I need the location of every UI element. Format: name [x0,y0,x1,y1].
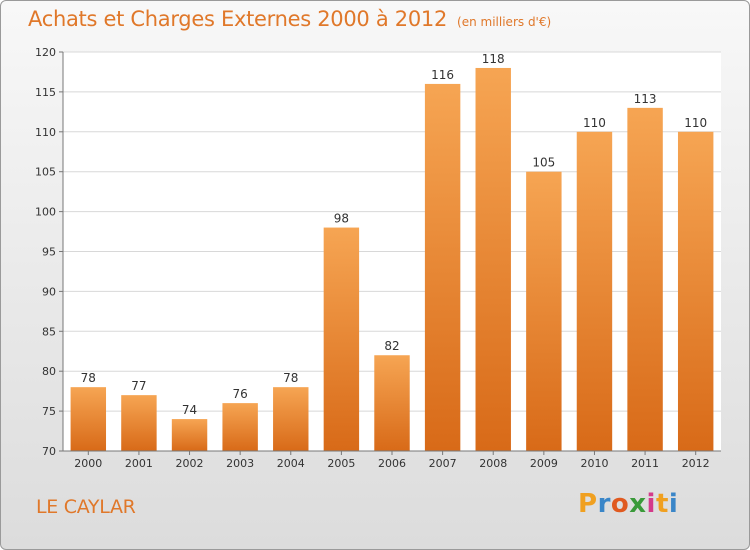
chart-title: Achats et Charges Externes 2000 à 2012 (e… [28,7,551,31]
y-tick-label: 95 [42,246,56,259]
data-label: 76 [233,387,248,401]
data-label: 98 [334,212,349,226]
chart-subtitle: (en milliers d'€) [457,15,552,29]
bar [475,67,511,452]
y-tick-label: 110 [35,126,56,139]
logo-letter: o [610,489,630,519]
y-tick-label: 120 [35,46,56,59]
place-name: LE CAYLAR [36,496,136,518]
data-label: 78 [81,371,96,385]
logo-letter: i [668,489,679,519]
x-tick-label: 2006 [378,457,406,470]
x-tick-label: 2000 [74,457,102,470]
x-tick-label: 2010 [580,457,608,470]
logo-letter: t [655,489,669,519]
bar [171,419,208,451]
y-tick-label: 90 [42,285,56,298]
proxiti-logo: Proxiti [578,489,678,519]
y-tick-label: 85 [42,325,56,338]
y-tick-label: 70 [42,445,56,458]
bar [222,403,258,451]
bar [576,131,613,452]
logo-letter: i [646,489,656,519]
x-tick-label: 2008 [479,457,507,470]
x-tick-label: 2004 [277,457,305,470]
y-tick-label: 100 [35,206,56,219]
bar [121,395,157,451]
data-label: 118 [482,52,505,66]
logo-letter: r [597,489,611,519]
data-label: 113 [634,92,657,106]
x-axis: 2000 2001 2002 2003 2004 2005 2006 2007 2008 2009… [63,450,721,470]
bar [526,171,562,451]
x-tick-label: 2003 [226,457,254,470]
x-tick-label: 2001 [125,457,153,470]
chart-title-text: Achats et Charges Externes 2000 à 2012 [28,7,448,31]
logo-letter: x [629,489,647,519]
y-axis: 70 75 80 85 90 95 100 105 110 115 120 [35,46,64,458]
y-tick-label: 105 [35,166,56,179]
bar [323,227,360,451]
bar [424,83,461,452]
bar [627,107,663,452]
bar [374,355,410,451]
bar [273,387,309,451]
data-label: 74 [182,403,197,417]
data-label: 110 [583,116,606,130]
y-tick-label: 115 [35,86,56,99]
data-label: 105 [532,156,555,170]
x-tick-label: 2011 [631,457,659,470]
bars [70,67,714,452]
bar [677,131,714,452]
x-tick-label: 2002 [176,457,204,470]
data-label: 110 [684,116,707,130]
x-tick-label: 2007 [429,457,457,470]
data-label: 116 [431,68,454,82]
x-tick-label: 2012 [682,457,710,470]
bar [70,387,107,451]
data-label: 77 [131,379,146,393]
x-tick-label: 2009 [530,457,558,470]
logo-letter: P [578,489,598,519]
y-tick-label: 75 [42,405,56,418]
data-label: 78 [283,371,298,385]
y-tick-label: 80 [42,365,56,378]
data-labels: 78 77 74 76 78 98 82 116 118 105 110 113 110 [81,52,707,417]
x-tick-label: 2005 [327,457,355,470]
data-label: 82 [384,339,399,353]
